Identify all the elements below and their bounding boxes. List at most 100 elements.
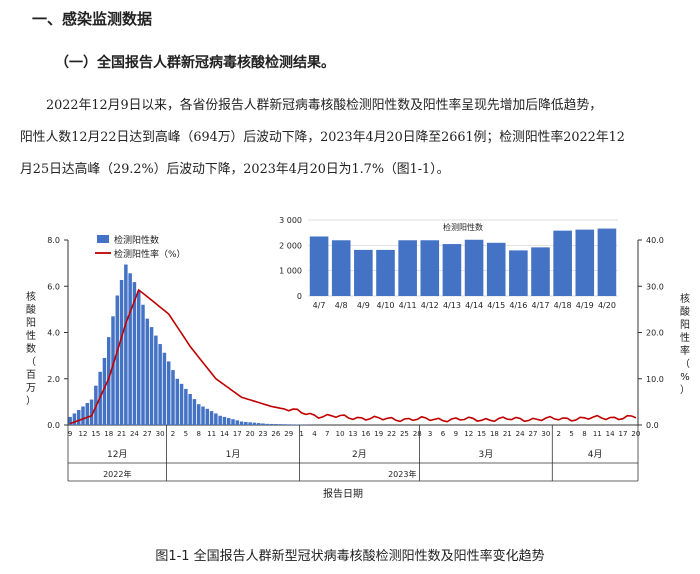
bar (201, 406, 205, 425)
paragraph-line: 2022年12月9日以来，各省份报告人群新冠病毒核酸检测阳性数及阳性率呈现先增加… (46, 98, 603, 113)
inset-y-tick-label: 0 (297, 292, 302, 301)
right-axis-label-char: ） (680, 384, 690, 396)
inset-x-tick-label: 4/10 (377, 301, 395, 310)
x-tick-label: 10 (336, 430, 345, 438)
x-tick-label: 18 (104, 430, 113, 438)
inset-bar (553, 230, 572, 296)
x-tick-label: 8 (196, 430, 200, 438)
bar (286, 424, 291, 425)
bar (115, 295, 120, 425)
x-tick-label: 4 (312, 430, 317, 438)
left-axis-label-char: 核 (26, 290, 36, 303)
inset-y-tick-label: 1 000 (279, 267, 302, 276)
inset-x-tick-label: 4/20 (598, 301, 616, 310)
bar (154, 335, 158, 425)
paragraph-line: 阳性人数12月22日达到高峰（694万）后波动下降，2023年4月20日降至26… (20, 130, 625, 145)
left-axis-label-char: 阳 (26, 317, 36, 329)
bar (149, 327, 154, 425)
left-axis-label-char: 性 (26, 329, 36, 342)
x-tick-label: 2 (171, 430, 175, 438)
x-tick-label: 23 (259, 430, 268, 438)
left-axis-label-char: （ (26, 356, 36, 368)
x-tick-label: 17 (619, 430, 628, 438)
bar (72, 413, 77, 425)
inset-bar (531, 247, 550, 296)
right-axis-label-char: 阳 (680, 319, 690, 331)
x-tick-label: 22 (387, 430, 396, 438)
bar (81, 406, 85, 425)
inset-bar (376, 249, 395, 296)
legend-bar-swatch (97, 235, 109, 243)
y2-tick-label: 20.0 (646, 329, 664, 338)
x-tick-label: 16 (361, 430, 370, 438)
bar (184, 388, 188, 425)
x-tick-label: 14 (220, 430, 229, 438)
x-tick-label: 2 (556, 430, 560, 438)
paragraph-line: 月25日达高峰（29.2%）后波动下降，2023年4月20日为1.7%（图1-1… (20, 162, 450, 177)
x-tick-label: 9 (68, 430, 72, 438)
inset-x-tick-label: 4/19 (576, 301, 594, 310)
bar (179, 383, 184, 425)
x-tick-label: 29 (284, 430, 293, 438)
bar (76, 409, 81, 425)
inset-bar (509, 250, 528, 296)
y2-tick-label: 10.0 (646, 375, 664, 384)
bar (145, 318, 150, 425)
bar (278, 424, 282, 425)
y2-tick-label: 0.0 (646, 421, 659, 430)
inset-bar (420, 240, 440, 296)
bar (205, 408, 210, 425)
x-tick-label: 3 (428, 430, 432, 438)
x-tick-label: 15 (477, 430, 486, 438)
bar (248, 422, 252, 425)
x-tick-label: 17 (233, 430, 242, 438)
bar (89, 399, 94, 425)
bar (119, 280, 124, 425)
left-axis-label-char: 酸 (26, 303, 36, 316)
x-axis-title: 报告日期 (323, 487, 363, 500)
bar (124, 264, 128, 425)
bar (274, 424, 278, 425)
inset-x-tick-label: 4/17 (532, 301, 550, 310)
bar (141, 304, 145, 425)
y2-tick-label: 40.0 (646, 236, 664, 245)
y2-tick-label: 30.0 (646, 282, 664, 291)
bar (265, 423, 270, 425)
x-tick-label: 11 (593, 430, 602, 438)
x-tick-label: 27 (529, 430, 538, 438)
y-tick-label: 4.0 (47, 329, 60, 338)
month-label: 2月 (352, 449, 367, 460)
x-tick-label: 5 (569, 430, 573, 438)
bar (68, 416, 72, 425)
inset-bar (597, 228, 617, 296)
year-2022-label: 2022年 (103, 469, 131, 479)
inset-x-tick-label: 4/13 (443, 301, 461, 310)
bar (244, 421, 248, 425)
month-label: 4月 (588, 449, 603, 460)
x-tick-label: 19 (374, 430, 383, 438)
bar (106, 337, 111, 425)
bar (222, 416, 227, 425)
right-axis-label-char: % (680, 372, 690, 383)
x-tick-label: 9 (454, 430, 458, 438)
left-axis-label-char: 万 (26, 383, 36, 394)
inset-x-tick-label: 4/18 (554, 301, 572, 310)
month-label: 12月 (107, 449, 127, 460)
inset-x-tick-label: 4/9 (357, 301, 370, 310)
summary-paragraph: 2022年12月9日以来，各省份报告人群新冠病毒核酸检测阳性数及阳性率呈现先增加… (20, 90, 685, 186)
left-axis-label-char: 百 (26, 369, 36, 381)
bar (218, 415, 222, 425)
inset-x-tick-label: 4/8 (335, 301, 348, 310)
x-tick-label: 28 (413, 430, 422, 438)
figure-caption: 图1-1 全国报告人群新型冠状病毒核酸检测阳性数及阳性率变化趋势 (155, 549, 545, 564)
bar (162, 352, 167, 425)
x-tick-label: 20 (631, 430, 640, 438)
inset-bar (354, 249, 373, 296)
month-label: 1月 (226, 449, 241, 460)
left-axis-label-char: ） (26, 395, 36, 407)
x-tick-label: 25 (400, 430, 409, 438)
bar (158, 344, 162, 425)
x-tick-label: 24 (130, 430, 139, 438)
right-axis-label-char: 酸 (680, 305, 690, 318)
bar (269, 423, 274, 425)
